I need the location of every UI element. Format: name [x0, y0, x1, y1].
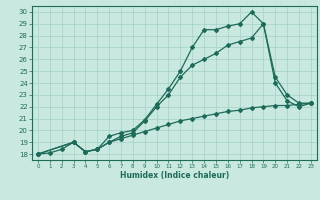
- X-axis label: Humidex (Indice chaleur): Humidex (Indice chaleur): [120, 171, 229, 180]
